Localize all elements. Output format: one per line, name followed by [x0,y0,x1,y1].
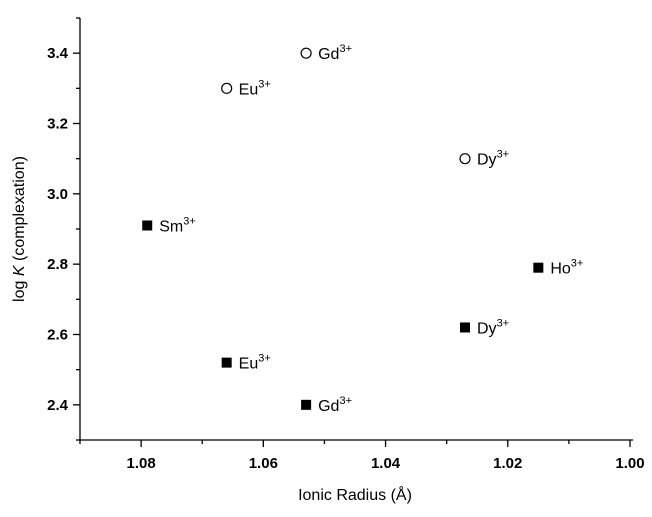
point-label-element: Ho [550,261,571,278]
y-tick-label: 3.4 [47,45,69,62]
point-label: Gd3+ [318,43,352,63]
y-axis-label: log K (complexation) [11,156,28,302]
point-label: Dy3+ [477,317,509,337]
point-label-charge: 3+ [339,43,352,55]
point-label-element: Dy [477,320,497,337]
point-label: Sm3+ [159,215,196,235]
point [301,399,312,410]
point-label-element: Eu [239,356,259,373]
point-label-element: Gd [318,46,339,63]
y-label-italic: K [11,264,28,276]
point [459,153,471,165]
x-tick-label: 1.02 [493,455,522,472]
y-label-prefix: log [11,281,28,302]
point-label-charge: 3+ [497,149,510,161]
point-label-charge: 3+ [258,78,271,90]
y-tick-label: 2.8 [47,256,68,273]
point [460,322,470,333]
point-label: Ho3+ [550,258,583,278]
x-tick-label: 1.04 [371,455,401,472]
point-label: Eu3+ [239,78,271,98]
point-label-charge: 3+ [183,215,196,227]
point [221,82,233,94]
x-tick-label: 1.00 [615,455,644,472]
y-label-suffix: (complexation) [11,156,28,261]
y-tick-label: 3.2 [47,116,68,133]
point-label-charge: 3+ [258,353,271,365]
point [221,357,232,368]
point [142,220,153,231]
point [300,47,312,59]
point-label: Gd3+ [318,395,352,415]
y-tick-label: 2.4 [47,397,69,414]
point-label-element: Sm [159,218,183,235]
x-axis-label: Ionic Radius (Å) [298,485,412,504]
point [533,262,544,273]
point-label-element: Gd [318,398,339,415]
point-label-charge: 3+ [571,258,584,270]
point-label-element: Eu [239,81,259,98]
point-label-charge: 3+ [497,317,510,329]
point-label-charge: 3+ [339,395,352,407]
y-tick-label: 2.6 [47,327,68,344]
point-label: Dy3+ [477,149,509,169]
x-tick-label: 1.06 [249,455,278,472]
y-tick-label: 3.0 [47,186,68,203]
point-label: Eu3+ [239,353,271,373]
point-label-element: Dy [477,152,497,169]
x-tick-label: 1.08 [127,455,156,472]
